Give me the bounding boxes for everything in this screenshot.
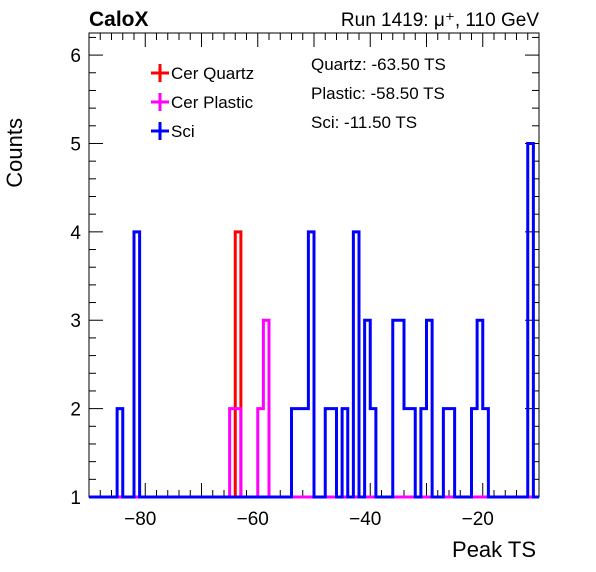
histogram-bin (393, 320, 399, 497)
x-tick-label: −60 (237, 509, 269, 530)
histogram-bin (528, 143, 534, 497)
annotation-plastic: Plastic: -58.50 TS (311, 84, 445, 103)
legend-label: Cer Plastic (171, 93, 254, 112)
histogram-bin (303, 409, 309, 497)
legend-item: Cer Quartz (151, 64, 254, 83)
histogram-bin (134, 232, 140, 497)
histogram-bin (235, 409, 241, 497)
histogram-bin (443, 409, 449, 497)
y-tick-label: 1 (70, 488, 81, 509)
series-sci (89, 141, 539, 499)
annotation-sci: Sci: -11.50 TS (311, 113, 417, 132)
histogram-bin (472, 409, 478, 497)
legend-label: Cer Quartz (171, 64, 254, 83)
histogram-bin (292, 409, 298, 497)
x-axis-label: Peak TS (452, 537, 536, 562)
series-layer (89, 141, 539, 499)
histogram-bin (308, 232, 314, 497)
y-tick-label: 4 (70, 223, 81, 244)
histogram-bin (370, 409, 376, 497)
histogram-bin (297, 409, 303, 497)
chart-header-run: Run 1419: μ⁺, 110 GeV (341, 10, 539, 31)
y-tick-label: 5 (70, 134, 81, 155)
histogram-bin (325, 409, 331, 497)
y-axis-label: Counts (2, 118, 27, 188)
histogram-bin (331, 409, 337, 497)
histogram-bin (398, 320, 404, 497)
histogram-bin (449, 409, 455, 497)
x-tick-label: −80 (124, 509, 156, 530)
histogram-bin (483, 409, 489, 497)
x-major-ticks: −80 −60 −40 −20 (124, 33, 540, 530)
x-tick-label: −40 (349, 509, 381, 530)
y-tick-label: 6 (70, 46, 81, 67)
histogram-bin (117, 409, 123, 497)
histogram-bin (421, 409, 427, 497)
legend-item: Sci (151, 122, 195, 141)
y-tick-label: 2 (70, 400, 81, 421)
histogram-bin (365, 320, 371, 497)
histogram-outline (89, 141, 539, 499)
histogram-bin (230, 409, 236, 497)
annotation-quartz: Quartz: -63.50 TS (311, 55, 446, 74)
histogram-bin (258, 409, 264, 497)
histogram-bin (410, 409, 416, 497)
histogram-bin (342, 409, 348, 497)
legend-item: Cer Plastic (151, 93, 254, 112)
histogram-bin (353, 232, 359, 497)
histogram-bin (263, 320, 269, 497)
histogram-bin (404, 409, 410, 497)
legend: Cer Quartz Cer Plastic Sci (151, 64, 254, 141)
legend-label: Sci (171, 122, 195, 141)
histogram-bin (427, 320, 433, 497)
y-tick-label: 3 (70, 311, 81, 332)
histogram-bin (477, 320, 483, 497)
chart-header-title: CaloX (89, 8, 149, 31)
x-tick-label: −20 (462, 509, 494, 530)
